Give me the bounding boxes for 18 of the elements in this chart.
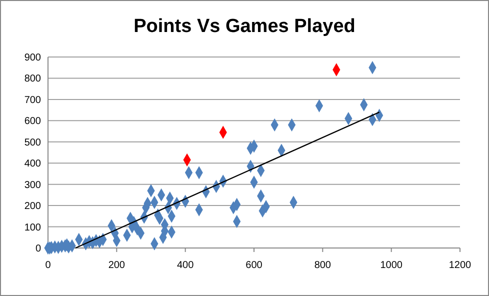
chart-title: Points Vs Games Played (134, 16, 356, 37)
y-tick-label: 600 (24, 116, 42, 128)
x-tick-label: 1000 (380, 260, 403, 271)
y-tick-label: 200 (24, 201, 42, 212)
y-tick-label: 800 (24, 74, 42, 85)
x-tick-label: 1200 (448, 260, 472, 271)
y-tick-label: 700 (24, 94, 42, 106)
x-tick-label: 600 (246, 260, 263, 271)
y-tick-label: 300 (24, 180, 42, 191)
x-tick-label: 400 (176, 260, 194, 271)
x-tick-label: 800 (314, 260, 332, 271)
y-tick-label: 400 (24, 158, 42, 170)
y-tick-label: 500 (24, 137, 42, 148)
y-tick-label: 0 (35, 244, 42, 254)
y-tick-label: 900 (24, 52, 42, 64)
x-tick-label: 0 (45, 260, 52, 271)
x-tick-label: 200 (108, 260, 126, 271)
y-tick-label: 100 (24, 222, 42, 234)
